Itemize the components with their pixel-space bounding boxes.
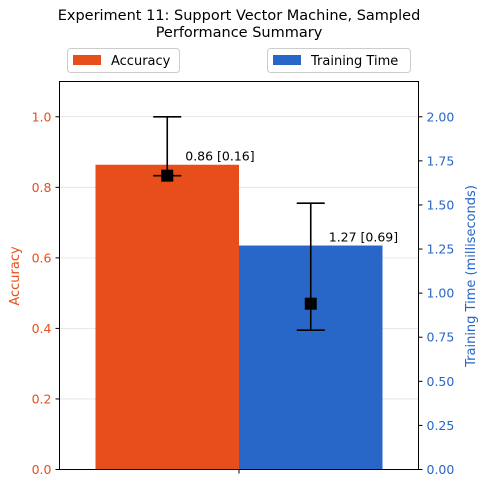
left-tick-label: 0.0	[32, 462, 52, 477]
chart-title-line1: Experiment 11: Support Vector Machine, S…	[58, 8, 421, 24]
error-bars	[153, 115, 325, 331]
y-axis-right-title: Training Time (milliseconds)	[464, 185, 479, 368]
legend-training-time-box	[267, 48, 411, 73]
left-tick-label: 0.4	[32, 321, 52, 336]
bar-0	[95, 164, 239, 470]
legend-training-time: Training Time	[267, 48, 411, 73]
right-tick-label: 2.00	[427, 109, 455, 124]
right-tick-label: 0.25	[427, 418, 455, 433]
left-tick-label: 0.6	[32, 250, 52, 265]
left-axis: 0.0 0.2 0.4 0.6 0.8 1.0	[32, 109, 240, 477]
data-label-0: 0.86 [0.16]	[185, 149, 254, 164]
legend-training-time-swatch	[273, 55, 301, 65]
left-tick-label: 0.8	[32, 180, 52, 195]
point-marker	[304, 297, 317, 310]
right-tick-label: 1.50	[427, 197, 455, 212]
right-tick-label: 0.75	[427, 330, 455, 345]
chart-title-line2: Performance Summary	[156, 25, 323, 41]
plot-frame	[59, 81, 419, 470]
right-axis: 0.00 0.25 0.50 0.75 1.00 1.25 1.50 1.75 2.00	[418, 109, 455, 477]
point-marker	[161, 169, 174, 182]
right-tick-label: 0.00	[427, 462, 455, 477]
legend-accuracy-label: Accuracy	[111, 54, 171, 69]
right-tick-label: 1.25	[427, 242, 455, 257]
data-labels: 0.86 [0.16] 1.27 [0.69]	[185, 149, 398, 245]
right-tick-label: 0.50	[427, 374, 455, 389]
left-tick-label: 1.0	[32, 109, 52, 124]
y-axis-left-title: Accuracy	[8, 246, 23, 306]
right-tick-label: 1.00	[427, 286, 455, 301]
data-label-1: 1.27 [0.69]	[329, 230, 398, 245]
right-tick-label: 1.75	[427, 153, 455, 168]
left-tick-label: 0.2	[32, 391, 52, 406]
legend-accuracy: Accuracy	[67, 48, 180, 73]
legend-accuracy-swatch	[73, 55, 101, 65]
bars	[95, 164, 383, 470]
legend-accuracy-box	[67, 48, 180, 73]
legend-training-time-label: Training Time	[310, 54, 398, 69]
